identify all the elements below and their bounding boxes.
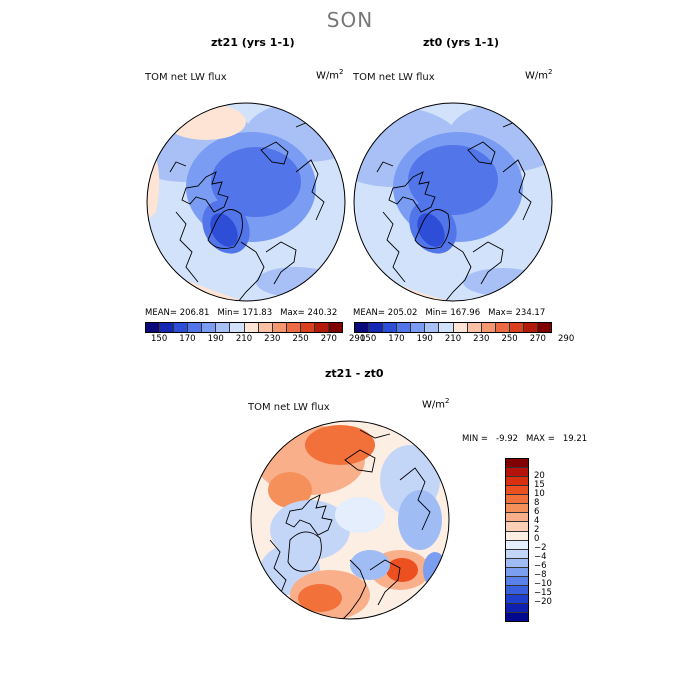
colorbar-swatch [481, 323, 496, 332]
colorbar-swatch [188, 323, 203, 332]
right-field-label: TOM net LW flux [353, 72, 435, 83]
colorbar-swatch [495, 323, 510, 332]
colorbar-tick-label: 170 [179, 334, 196, 344]
colorbar-swatch [272, 323, 287, 332]
colorbar-tick-label: 190 [416, 334, 433, 344]
right-stats: MEAN= 205.02 Min= 167.96 Max= 234.17 [353, 308, 546, 318]
colorbar-tick-label: −8 [534, 570, 547, 580]
colorbar-swatch [506, 613, 528, 622]
colorbar-tick-label: 170 [388, 334, 405, 344]
colorbar-swatch [230, 323, 245, 332]
season-title: SON [326, 8, 374, 32]
colorbar-swatch [506, 604, 528, 614]
colorbar-swatch [506, 486, 528, 496]
colorbar-tick-label: 290 [349, 334, 366, 344]
colorbar-swatch [202, 323, 217, 332]
left-panel-title: zt21 (yrs 1-1) [211, 36, 295, 49]
colorbar-tick-label: −20 [534, 597, 552, 607]
colorbar-swatch [329, 323, 343, 332]
colorbar-tick-label: 2 [534, 525, 540, 535]
left-stats: MEAN= 206.81 Min= 171.83 Max= 240.32 [145, 308, 338, 318]
colorbar-swatch [506, 558, 528, 568]
colorbar-swatch [506, 549, 528, 559]
colorbar-tick-label: 190 [207, 334, 224, 344]
colorbar-tick-label: 210 [235, 334, 253, 344]
colorbar-swatch [397, 323, 412, 332]
colorbar-swatch [506, 531, 528, 541]
colorbar-tick-label: 20 [534, 471, 545, 481]
colorbar-tick-label: 250 [501, 334, 518, 344]
colorbar-tick-label: 4 [534, 516, 540, 526]
diff-minmax: MIN = -9.92 MAX = 19.21 [462, 434, 588, 444]
right-unit: W/m2 [525, 68, 553, 82]
colorbar-swatch [506, 513, 528, 523]
right-polar-map [353, 102, 553, 302]
diff-field-label: TOM net LW flux [248, 402, 330, 413]
colorbar-tick-label: 270 [529, 334, 546, 344]
colorbar-tick-label: −4 [534, 552, 547, 562]
left-polar-map [146, 102, 346, 302]
colorbar-swatch [244, 323, 259, 332]
colorbar-tick-label: 210 [444, 334, 462, 344]
colorbar-swatch [506, 540, 528, 550]
colorbar-tick-label: −15 [534, 588, 552, 598]
colorbar-swatch [506, 576, 528, 586]
colorbar-tick-label: 6 [534, 507, 540, 517]
diff-polar-map [250, 420, 450, 620]
diff-colorbar-ticks: 20 15 10 8 6 4 2 0 −2 −4 −6 −8 −10 −15 −20 [534, 458, 574, 622]
colorbar-swatch [506, 522, 528, 532]
left-field-label: TOM net LW flux [145, 72, 227, 83]
colorbar-swatch [506, 459, 528, 469]
colorbar-swatch [355, 323, 370, 332]
colorbar-tick-label: 150 [151, 334, 168, 344]
colorbar-swatch [453, 323, 468, 332]
colorbar-swatch [506, 468, 528, 478]
colorbar-swatch [258, 323, 273, 332]
diff-colorbar [505, 458, 529, 622]
colorbar-swatch [506, 594, 528, 604]
colorbar-swatch [174, 323, 189, 332]
colorbar-tick-label: 250 [292, 334, 309, 344]
colorbar-swatch [369, 323, 384, 332]
right-colorbar: 150 170 190 210 230 250 270 290 [354, 322, 574, 344]
colorbar-swatch [146, 323, 161, 332]
colorbar-swatch [425, 323, 440, 332]
diff-unit: W/m2 [422, 397, 450, 411]
diff-panel-title: zt21 - zt0 [325, 367, 384, 380]
colorbar-tick-label: 150 [360, 334, 377, 344]
colorbar-swatch [509, 323, 524, 332]
right-panel-title: zt0 (yrs 1-1) [423, 36, 500, 49]
colorbar-swatch [286, 323, 301, 332]
colorbar-tick-label: 15 [534, 480, 545, 490]
colorbar-swatch [467, 323, 482, 332]
left-unit: W/m2 [316, 68, 344, 82]
colorbar-tick-label: 230 [264, 334, 281, 344]
colorbar-swatch [300, 323, 315, 332]
left-colorbar: 150 170 190 210 230 250 270 290 [145, 322, 365, 344]
colorbar-swatch [411, 323, 426, 332]
colorbar-swatch [439, 323, 454, 332]
colorbar-swatch [506, 567, 528, 577]
colorbar-tick-label: 230 [473, 334, 490, 344]
colorbar-tick-label: −2 [534, 543, 547, 553]
colorbar-tick-label: 270 [320, 334, 337, 344]
colorbar-swatch [506, 477, 528, 487]
colorbar-swatch [506, 585, 528, 595]
colorbar-swatch [506, 504, 528, 514]
colorbar-swatch [383, 323, 398, 332]
colorbar-tick-label: −6 [534, 561, 547, 571]
colorbar-tick-label: 10 [534, 489, 545, 499]
colorbar-swatch [506, 495, 528, 505]
colorbar-swatch [216, 323, 231, 332]
colorbar-tick-label: 8 [534, 498, 540, 508]
colorbar-tick-label: −10 [534, 579, 552, 589]
colorbar-swatch [314, 323, 330, 332]
colorbar-swatch [538, 323, 552, 332]
colorbar-tick-label: 0 [534, 534, 540, 544]
colorbar-tick-label: 290 [558, 334, 575, 344]
colorbar-swatch [160, 323, 175, 332]
colorbar-swatch [523, 323, 539, 332]
